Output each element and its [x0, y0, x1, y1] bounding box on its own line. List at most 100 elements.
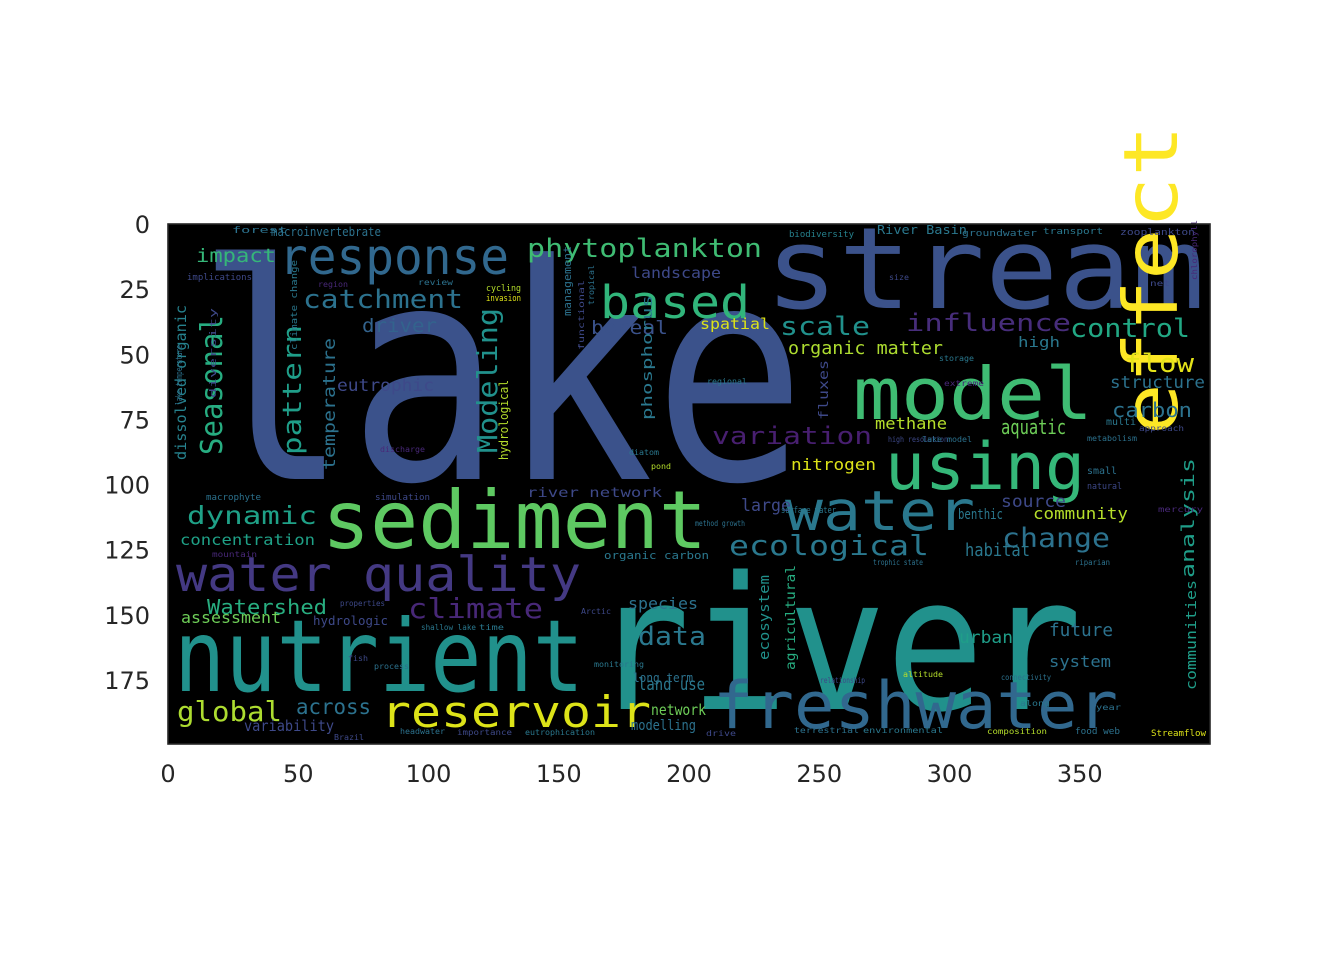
word: environmental — [863, 726, 943, 735]
word: Modeling — [471, 308, 504, 453]
word: carbon — [1112, 398, 1192, 422]
word: pattern — [278, 325, 308, 455]
word: composition — [987, 727, 1047, 736]
x-tick-label: 0 — [160, 760, 175, 788]
word: River Basin — [877, 223, 967, 237]
word: species — [628, 594, 698, 613]
word: agricultural — [784, 565, 799, 670]
word: management — [561, 246, 574, 316]
x-tick-label: 250 — [796, 760, 842, 788]
y-tick-label: 50 — [119, 341, 150, 369]
word: lake temperature — [175, 345, 185, 405]
word: diatom — [629, 448, 659, 457]
word: phytoplankton — [527, 234, 762, 264]
word: mercury — [1158, 505, 1203, 514]
word: across — [296, 695, 371, 719]
word: discharge — [380, 445, 425, 454]
y-axis: 0 25 50 75 100 125 150 175 — [104, 211, 150, 695]
x-tick-label: 200 — [666, 760, 712, 788]
word: using — [885, 430, 1085, 505]
x-tick-label: 100 — [406, 760, 452, 788]
word: ecosystem — [757, 575, 773, 660]
word: small — [1087, 466, 1117, 477]
word: river — [592, 537, 1082, 753]
word: habitat — [965, 540, 1030, 561]
word: diversity — [209, 307, 219, 398]
word: terrestrial — [794, 726, 859, 735]
word: network — [651, 701, 706, 719]
word: organic carbon — [604, 549, 709, 562]
word: lake model — [922, 435, 972, 444]
word: urban — [959, 628, 1013, 648]
word: process — [374, 662, 409, 671]
word: cycling — [486, 284, 521, 294]
word: eutrophication — [525, 728, 595, 737]
word: analysis — [1178, 458, 1199, 578]
word: nutrient — [174, 598, 584, 715]
word: hydrological — [497, 380, 511, 460]
word: fish — [348, 654, 368, 663]
word: source — [1001, 492, 1066, 512]
word: change — [1002, 523, 1110, 554]
word: method growth — [695, 519, 745, 528]
word: sediment — [322, 474, 707, 567]
word: extreme — [944, 379, 984, 388]
word: control — [1070, 314, 1190, 344]
word: nitrogen — [791, 455, 876, 474]
word: monitoring — [594, 660, 644, 669]
word: lake — [196, 201, 806, 550]
word: climate change — [290, 260, 300, 350]
word: pond — [651, 462, 671, 471]
word: fluxes — [817, 360, 832, 420]
word: along — [1020, 699, 1050, 708]
word: biodiversity — [789, 230, 855, 240]
word: Streamflow — [1151, 729, 1207, 739]
word: organic matter — [788, 338, 943, 359]
word: reservoir — [381, 687, 651, 738]
word: properties — [340, 599, 385, 608]
word: effect — [1107, 125, 1195, 435]
y-tick-label: 125 — [104, 537, 150, 565]
word: region — [318, 280, 348, 289]
word: regional — [707, 377, 747, 386]
word: macrophyte — [206, 493, 261, 503]
word: aquatic — [1001, 415, 1066, 439]
word: shallow lake — [421, 623, 476, 632]
word: drive — [706, 729, 736, 738]
word: variation — [712, 422, 872, 450]
word: impact — [196, 245, 276, 267]
word: Seasonal — [195, 315, 230, 455]
y-tick-label: 75 — [119, 406, 150, 434]
word: benthic — [958, 507, 1003, 523]
word: high — [1018, 335, 1060, 351]
word: net — [1150, 279, 1170, 288]
word: macroinvertebrate — [271, 225, 381, 239]
x-tick-label: 50 — [283, 760, 314, 788]
word: zooplankton — [1120, 228, 1195, 238]
word: temperature — [320, 338, 340, 470]
word: groundwater — [962, 229, 1038, 239]
word: boreal — [591, 317, 668, 339]
word: chlorophyll — [1190, 220, 1199, 280]
word: assessment — [181, 608, 281, 627]
word: high resolution — [888, 435, 948, 444]
word: modelling — [631, 718, 696, 734]
word: approach — [1139, 424, 1184, 433]
word: Brazil — [334, 733, 364, 742]
word: future — [1049, 620, 1113, 641]
word: ecological — [729, 529, 929, 562]
word: stream — [765, 203, 1205, 335]
word: structure — [1110, 373, 1205, 393]
word: natural — [1087, 482, 1122, 492]
word: hydrologic — [313, 614, 388, 628]
x-tick-label: 300 — [927, 760, 973, 788]
word: time — [479, 623, 504, 632]
word: data — [638, 622, 706, 652]
x-tick-label: 350 — [1057, 760, 1103, 788]
word: climate — [408, 592, 543, 625]
word: dynamic — [187, 501, 317, 530]
word: connectivity — [1001, 673, 1051, 682]
word: global — [177, 695, 282, 728]
word: concentration — [180, 531, 315, 549]
